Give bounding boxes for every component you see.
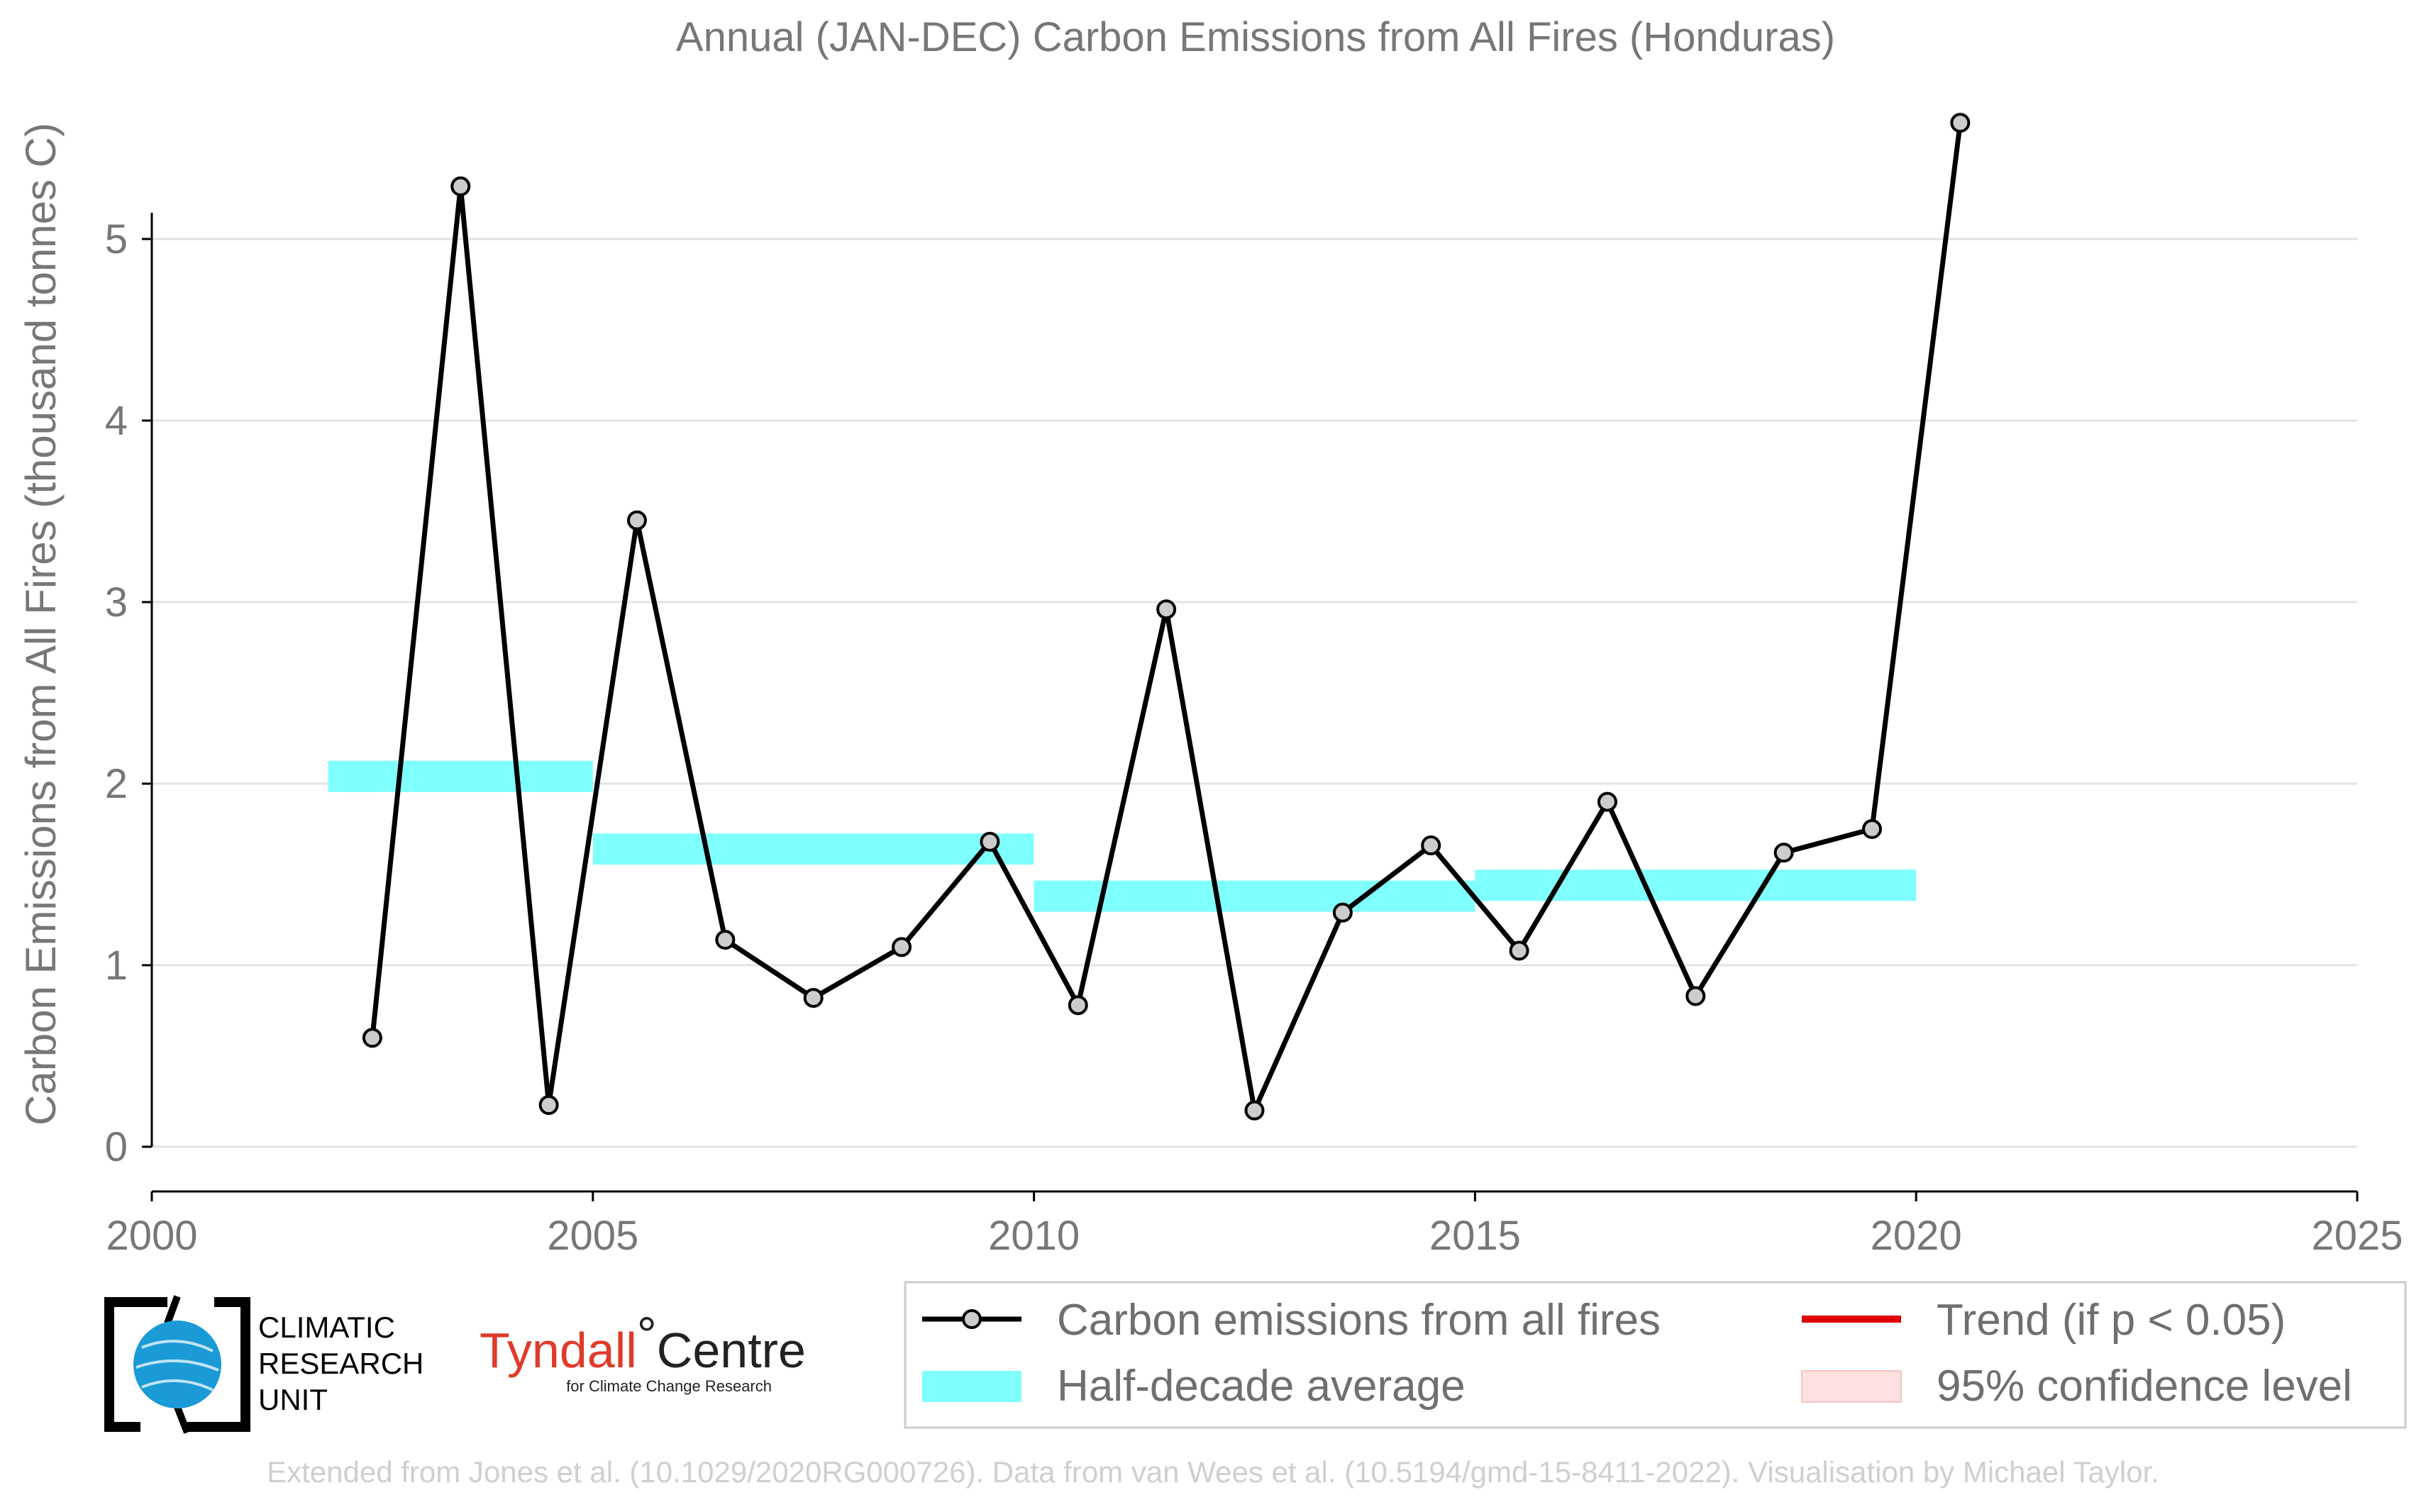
legend-label-confidence: 95% confidence level [1937, 1362, 2352, 1411]
emissions-point [1862, 819, 1883, 839]
emissions-point [538, 1095, 559, 1116]
legend: Carbon emissions from all fires Trend (i… [904, 1281, 2407, 1429]
emissions-point [1068, 995, 1088, 1016]
emissions-point [362, 1028, 382, 1048]
cru-logo-bracket [104, 1297, 250, 1432]
half-decade-bands [328, 760, 1917, 912]
legend-swatch-half-decade [922, 1371, 1021, 1402]
tyndall-logo-wordmark: Tyndall°Centre [480, 1307, 806, 1378]
emissions-point [1773, 843, 1794, 863]
cru-logo: CLIMATIC RESEARCH UNIT [104, 1295, 423, 1434]
x-tick-label: 2015 [1429, 1213, 1521, 1259]
source-footer: Extended from Jones et al. (10.1029/2020… [267, 1455, 2159, 1489]
emissions-point [626, 510, 647, 530]
legend-swatch-confidence [1801, 1370, 1902, 1403]
cru-logo-line-1: CLIMATIC [258, 1311, 395, 1344]
half-decade-band [328, 760, 593, 792]
tick-labels: 0 1 2 3 4 5 2000 2005 2010 2015 2020 2025 [105, 216, 2403, 1259]
globe-icon-lines [135, 1340, 219, 1391]
cru-logo-slash [164, 1295, 191, 1434]
half-decade-band [1034, 880, 1475, 912]
cru-logo-line-3: UNIT [258, 1383, 328, 1416]
legend-label-trend: Trend (if p < 0.05) [1937, 1296, 2286, 1345]
emissions-point [1421, 835, 1441, 856]
emissions-point [1156, 599, 1177, 620]
cru-logo-line-2: RESEARCH [258, 1347, 423, 1380]
legend-frame [904, 1281, 2407, 1429]
tyndall-logo: Tyndall°Centre for Climate Change Resear… [480, 1307, 806, 1395]
emissions-series [362, 113, 1971, 1121]
y-tick-label: 3 [105, 579, 128, 626]
x-tick-label: 2005 [547, 1213, 638, 1259]
y-tick-label: 2 [105, 761, 128, 807]
x-tick-label: 2000 [106, 1213, 197, 1259]
emissions-point [1950, 113, 1971, 133]
emissions-point [1685, 986, 1706, 1006]
emissions-point [1509, 940, 1529, 961]
x-tick-label: 2010 [988, 1213, 1080, 1259]
gridlines [152, 238, 2357, 1148]
emissions-point [1332, 902, 1353, 923]
y-tick-label: 4 [105, 398, 128, 444]
y-tick-label: 5 [105, 216, 128, 262]
emissions-point [803, 988, 824, 1008]
half-decade-band [1475, 869, 1917, 901]
axes [142, 213, 2359, 1201]
emissions-point [450, 176, 471, 196]
tyndall-logo-subtitle: for Climate Change Research [566, 1377, 772, 1395]
x-tick-label: 2025 [2311, 1213, 2403, 1259]
emissions-point [892, 937, 912, 957]
legend-swatch-emissions-marker [962, 1309, 982, 1329]
emissions-point [980, 831, 1000, 852]
emissions-point [1244, 1100, 1265, 1121]
y-tick-label: 0 [105, 1124, 128, 1170]
y-axis-label: Carbon Emissions from All Fires (thousan… [17, 123, 65, 1125]
legend-label-emissions: Carbon emissions from all fires [1057, 1296, 1661, 1345]
legend-label-half-decade: Half-decade average [1057, 1362, 1466, 1411]
y-tick-label: 1 [105, 943, 128, 989]
chart-title: Annual (JAN-DEC) Carbon Emissions from A… [676, 14, 1835, 60]
emissions-point [715, 930, 736, 950]
x-tick-label: 2020 [1871, 1213, 1962, 1259]
half-decade-band [592, 833, 1034, 865]
emissions-point [1597, 791, 1617, 812]
